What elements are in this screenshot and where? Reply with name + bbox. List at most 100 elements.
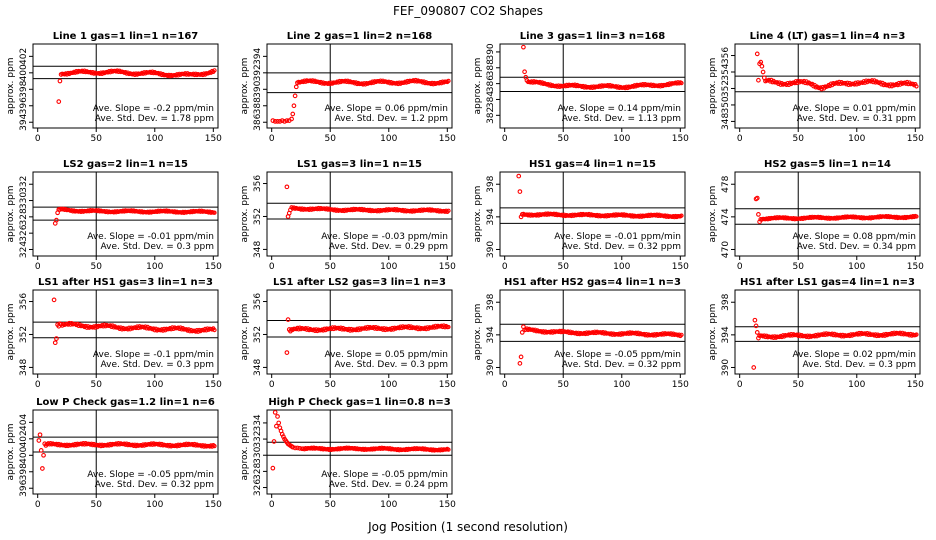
- data-point: [37, 432, 43, 438]
- y-tick-label: 390: [486, 359, 496, 376]
- y-axis-label: approx. ppm: [6, 58, 16, 115]
- data-point: [277, 119, 283, 124]
- data-point: [290, 444, 296, 450]
- x-tick-label: 0: [737, 134, 743, 144]
- stddev-annotation: Ave. Std. Dev. = 1.13 ppm: [562, 114, 681, 124]
- panel-6: LS1 gas=3 lin=1 n=15 0 50 100 150 348 352 356ap…: [240, 159, 456, 272]
- plot-frame: [266, 171, 453, 257]
- y-tick-label: 328: [19, 208, 29, 225]
- data-point: [756, 77, 761, 83]
- y-tick-label: 398: [19, 463, 29, 480]
- x-tick-label: 0: [737, 262, 743, 272]
- y-tick-label: 390: [721, 359, 731, 376]
- x-tick-label: 0: [269, 262, 275, 272]
- y-tick-label: 324: [19, 241, 29, 258]
- data-point: [914, 84, 919, 89]
- x-tick-label: 100: [146, 262, 163, 272]
- data-point: [284, 118, 290, 123]
- panel-title: High P Check gas=1 lin=0.8 n=3: [268, 397, 450, 408]
- data-point: [754, 330, 760, 335]
- y-tick-label: 398: [486, 293, 496, 310]
- data-point: [760, 69, 766, 75]
- x-tick-label: 50: [558, 380, 570, 390]
- plot-frame: [499, 43, 686, 129]
- plot-frame: [734, 43, 921, 129]
- data-point: [290, 111, 296, 117]
- y-tick-label: 394: [486, 208, 496, 225]
- y-tick-label: 384: [486, 91, 496, 108]
- x-tick-label: 0: [269, 134, 275, 144]
- data-point: [295, 445, 300, 451]
- data-point: [289, 116, 294, 122]
- panel-14: High P Check gas=1 lin=0.8 n=3 0 50 100 150 3…: [240, 397, 456, 510]
- y-tick-label: 390: [486, 43, 496, 60]
- plot-frame: [32, 171, 219, 257]
- y-tick-label: 388: [253, 97, 263, 114]
- data-point: [679, 332, 684, 338]
- data-point: [41, 452, 46, 458]
- y-tick-label: 328: [253, 463, 263, 480]
- data-point: [519, 330, 525, 335]
- data-point: [446, 324, 451, 330]
- y-tick-label: 326: [19, 224, 29, 241]
- x-tick-label: 100: [146, 500, 163, 510]
- x-tick-label: 150: [205, 262, 222, 272]
- y-tick-label: 354: [721, 63, 731, 80]
- plot-frame: [734, 289, 921, 375]
- data-point: [516, 173, 522, 179]
- x-tick-label: 150: [439, 262, 456, 272]
- panel-title: HS1 after LS1 gas=4 lin=1 n=3: [740, 277, 915, 288]
- data-point: [40, 466, 45, 471]
- data-point: [446, 447, 451, 452]
- data-point: [756, 212, 761, 217]
- slope-annotation: Ave. Slope = -0.05 ppm/min: [321, 470, 448, 480]
- y-tick-label: 390: [253, 80, 263, 97]
- y-tick-label: 388: [486, 59, 496, 76]
- x-tick-label: 50: [91, 134, 103, 144]
- x-tick-label: 0: [35, 500, 41, 510]
- figure-title: FEF_090807 CO2 Shapes: [393, 4, 543, 18]
- data-point: [275, 414, 280, 419]
- y-tick-label: 386: [253, 113, 263, 130]
- data-point: [517, 189, 523, 194]
- data-point: [679, 213, 684, 218]
- y-axis-label: approx. ppm: [473, 304, 483, 361]
- data-point: [679, 80, 684, 86]
- y-tick-label: 474: [721, 208, 731, 225]
- x-tick-label: 150: [205, 500, 222, 510]
- panel-13: Low P Check gas=1.2 lin=1 n=6 0 50 100 150 39…: [6, 397, 222, 510]
- y-tick-label: 478: [721, 175, 731, 192]
- slope-annotation: Ave. Slope = -0.2 ppm/min: [93, 104, 214, 114]
- panel-title: Line 2 gas=1 lin=2 n=168: [287, 31, 433, 42]
- stddev-annotation: Ave. Std. Dev. = 0.24 ppm: [329, 480, 448, 490]
- data-point: [212, 327, 217, 333]
- plot-frame: [499, 171, 686, 257]
- y-axis-label: approx. ppm: [708, 186, 718, 243]
- data-point: [212, 443, 217, 449]
- plot-frame: [266, 43, 453, 129]
- data-point: [284, 350, 290, 355]
- x-tick-label: 100: [380, 380, 397, 390]
- slope-annotation: Ave. Slope = 0.14 ppm/min: [557, 104, 681, 114]
- stddev-annotation: Ave. Std. Dev. = 0.34 ppm: [797, 242, 916, 252]
- y-tick-label: 382: [486, 107, 496, 124]
- data-point: [272, 410, 278, 415]
- x-tick-label: 50: [91, 380, 103, 390]
- panel-5: LS2 gas=2 lin=1 n=150 50 100 15032432632833…: [6, 159, 222, 272]
- x-tick-label: 0: [35, 262, 41, 272]
- stddev-annotation: Ave. Std. Dev. = 0.3 ppm: [803, 360, 916, 370]
- panel-10: LS1 after LS2 gas=3 lin=1 n=3 0 50 100 150 34…: [240, 277, 456, 390]
- y-axis-label: approx. ppm: [708, 58, 718, 115]
- panel-title: LS1 after HS1 gas=3 lin=1 n=3: [38, 277, 213, 288]
- panel-title: HS2 gas=5 lin=1 n=14: [764, 159, 891, 170]
- data-point: [914, 214, 919, 219]
- stddev-annotation: Ave. Std. Dev. = 1.78 ppm: [95, 114, 214, 124]
- stddev-annotation: Ave. Std. Dev. = 0.32 ppm: [562, 242, 681, 252]
- data-point: [759, 63, 765, 69]
- x-tick-label: 50: [91, 262, 103, 272]
- panel-title: LS1 after LS2 gas=3 lin=1 n=3: [273, 277, 446, 288]
- data-point: [758, 59, 764, 65]
- y-tick-label: 394: [253, 47, 263, 64]
- y-axis-label: approx. ppm: [473, 186, 483, 243]
- y-tick-label: 348: [19, 359, 29, 376]
